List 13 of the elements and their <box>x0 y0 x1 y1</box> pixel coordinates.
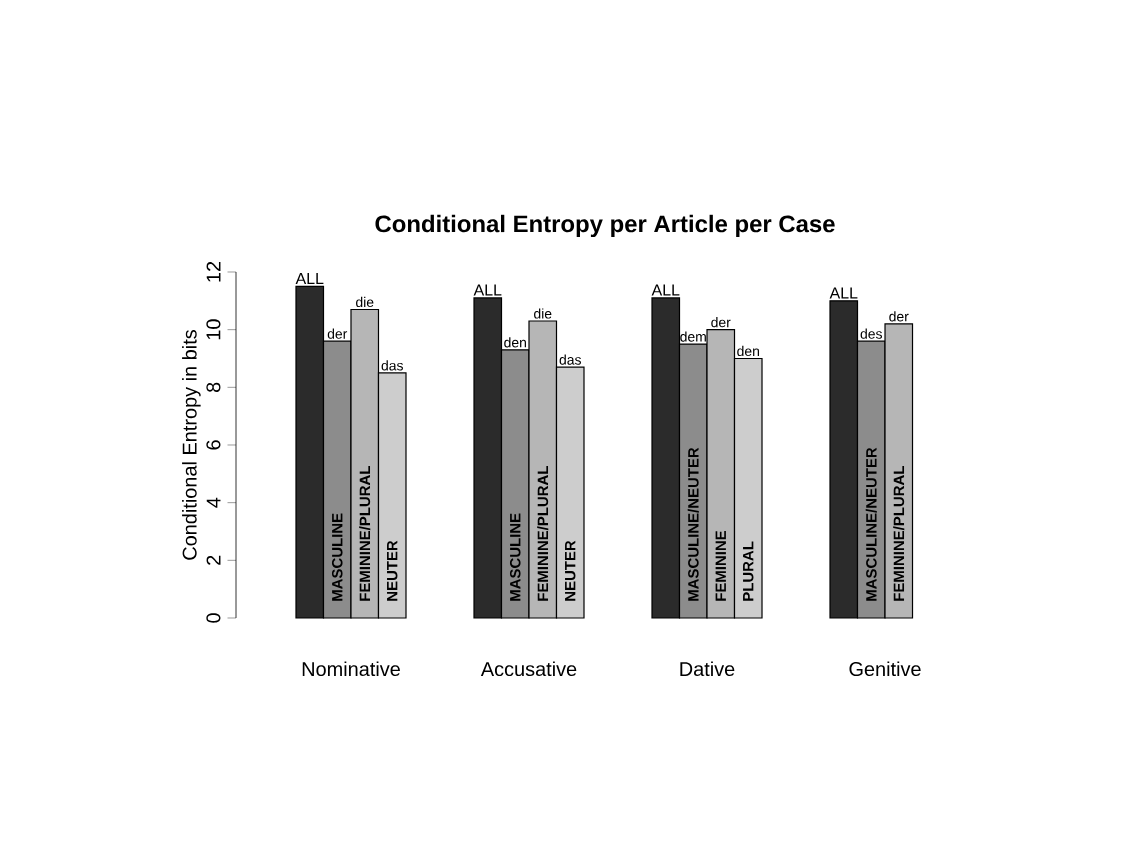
y-tick-label: 2 <box>206 555 221 565</box>
y-tick-label: 12 <box>206 261 221 282</box>
y-tick-label: 10 <box>206 319 221 340</box>
chart-title: Conditional Entropy per Article per Case <box>375 214 835 238</box>
y-tick-label: 4 <box>206 497 221 508</box>
x-tick-label: Accusative <box>480 661 577 677</box>
y-tick-label: 0 <box>206 613 221 623</box>
y-tick-label: 6 <box>206 440 221 450</box>
x-tick-label: Genitive <box>849 661 921 677</box>
y-axis-title: Conditional Entropy in bits <box>182 330 201 560</box>
x-tick-label: Dative <box>680 661 735 677</box>
y-tick-label: 8 <box>206 382 221 392</box>
x-tick-label: Nominative <box>302 661 400 677</box>
